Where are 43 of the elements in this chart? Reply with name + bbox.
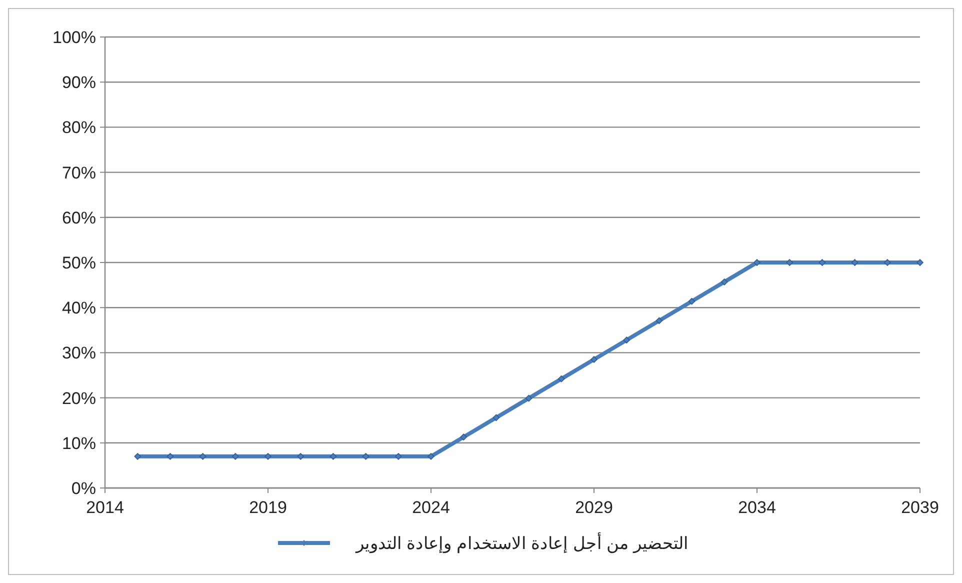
x-tick-label: 2029 xyxy=(575,498,613,517)
point xyxy=(428,453,434,460)
y-tick-label: 90% xyxy=(62,73,96,92)
x-tick-label: 2019 xyxy=(249,498,287,517)
point xyxy=(297,453,304,460)
point xyxy=(623,336,630,344)
point xyxy=(492,414,500,422)
x-tick-label: 2014 xyxy=(86,498,124,517)
x-tick-label: 2024 xyxy=(412,498,450,517)
point xyxy=(264,453,272,460)
point xyxy=(395,453,402,460)
y-tick-label: 10% xyxy=(62,434,96,453)
y-tick-label: 80% xyxy=(62,118,96,138)
point xyxy=(362,453,370,460)
point xyxy=(851,259,858,266)
legend-label: التحضير من أجل إعادة الاستخدام وإعادة التدوير xyxy=(355,532,688,554)
point xyxy=(134,453,141,460)
x-tick-label: 2034 xyxy=(738,498,776,517)
point xyxy=(199,453,206,460)
point xyxy=(525,394,532,402)
y-tick-label: 60% xyxy=(62,208,96,228)
point xyxy=(656,317,663,324)
y-tick-label: 100% xyxy=(52,28,96,47)
point xyxy=(688,298,696,305)
point xyxy=(166,453,174,460)
point xyxy=(590,356,598,363)
y-tick-label: 20% xyxy=(62,388,96,408)
point xyxy=(818,259,826,266)
y-tick-label: 0% xyxy=(71,478,96,498)
y-tick-label: 30% xyxy=(62,344,96,363)
point xyxy=(721,278,728,286)
y-tick-label: 70% xyxy=(62,163,96,182)
point xyxy=(460,434,467,440)
y-tick-label: 50% xyxy=(62,253,96,272)
y-tick-label: 40% xyxy=(62,298,96,318)
point xyxy=(754,259,760,266)
point xyxy=(330,453,337,460)
point xyxy=(884,259,891,266)
point xyxy=(916,259,924,266)
point xyxy=(558,375,565,382)
x-tick-label: 2039 xyxy=(901,498,939,517)
point xyxy=(232,453,239,460)
point xyxy=(786,259,793,266)
